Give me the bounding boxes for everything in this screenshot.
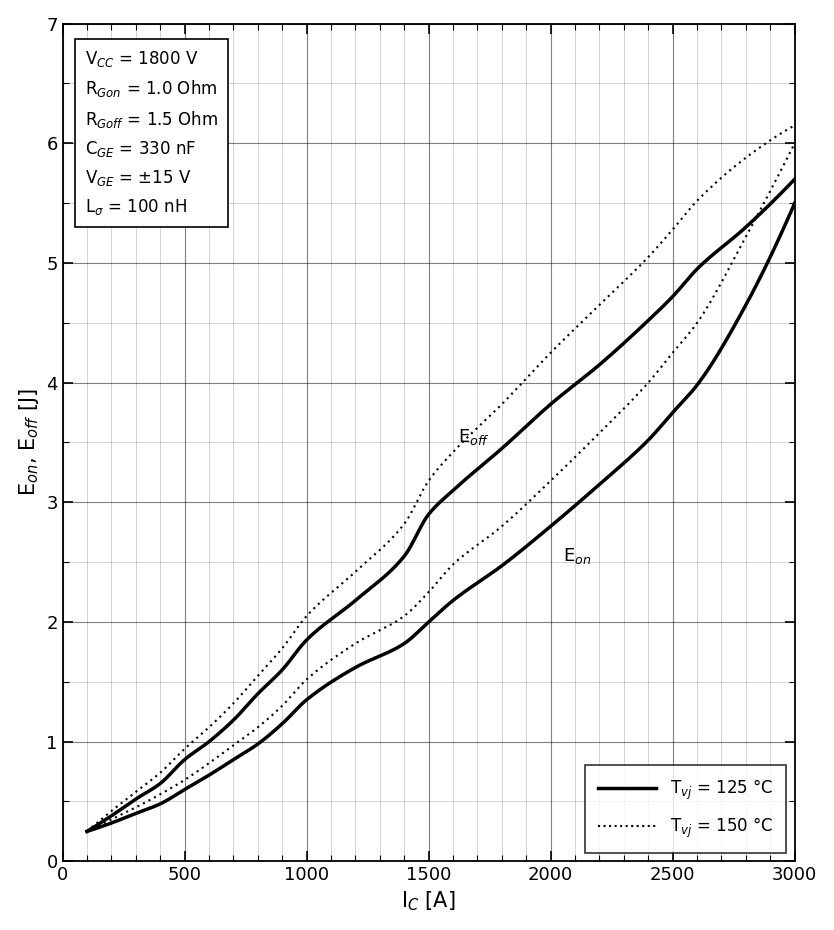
Text: E$_{off}$: E$_{off}$ — [458, 427, 490, 446]
Legend: T$_{vj}$ = 125 °C, T$_{vj}$ = 150 °C: T$_{vj}$ = 125 °C, T$_{vj}$ = 150 °C — [585, 764, 786, 853]
Text: V$_{CC}$ = 1800 V
R$_{Gon}$ = 1.0 Ohm
R$_{Goff}$ = 1.5 Ohm
C$_{GE}$ = 330 nF
V$_: V$_{CC}$ = 1800 V R$_{Gon}$ = 1.0 Ohm R$… — [84, 48, 218, 217]
X-axis label: I$_C$ [A]: I$_C$ [A] — [401, 890, 456, 913]
Y-axis label: E$_{on}$, E$_{off}$ [J]: E$_{on}$, E$_{off}$ [J] — [17, 389, 41, 497]
Text: E$_{on}$: E$_{on}$ — [563, 546, 591, 566]
